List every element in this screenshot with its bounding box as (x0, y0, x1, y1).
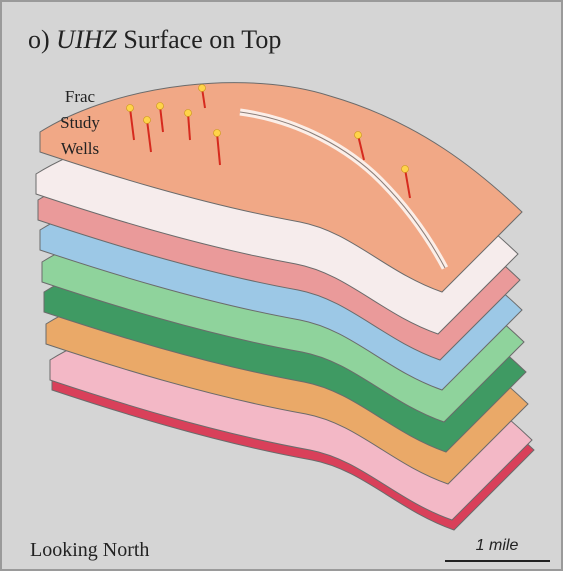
wells-label-line: Frac (65, 87, 96, 106)
title-emphasis: UIHZ (56, 25, 117, 54)
title-prefix: o) (28, 25, 50, 54)
title-suffix: Surface on Top (123, 25, 281, 54)
page: {"title": {"prefix": "o)", "emphasis": "… (0, 0, 563, 571)
wells-label-line: Study (60, 113, 100, 132)
scale-label: 1 mile (476, 537, 519, 554)
figure-panel: o) UIHZ Surface on Top Frac Study Wells … (0, 0, 563, 571)
panel-title: o) UIHZ Surface on Top (28, 25, 281, 54)
wells-label-line: Wells (61, 139, 99, 158)
view-direction: Looking North (30, 539, 149, 561)
